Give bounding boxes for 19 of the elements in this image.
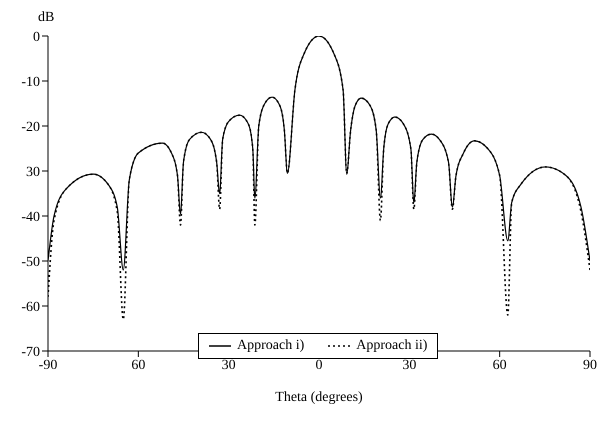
y-tick-label: -70 <box>21 344 40 360</box>
y-tick-label: 0 <box>33 30 40 45</box>
y-tick-label: -40 <box>21 210 40 225</box>
x-tick-label: -90 <box>38 358 58 373</box>
x-tick-label: 30 <box>402 358 416 373</box>
y-axis-title: dB <box>38 10 54 26</box>
x-tick-label: 90 <box>583 358 597 373</box>
y-tick-label: -10 <box>21 74 40 90</box>
y-tick-label: -50 <box>21 254 40 270</box>
y-tick-label: 30 <box>26 164 40 180</box>
x-tick-label: 60 <box>492 358 507 373</box>
x-tick-label: 0 <box>316 358 322 373</box>
x-tick-label: 30 <box>222 358 236 373</box>
legend-label: Approach i) <box>237 338 304 354</box>
y-tick-label: -20 <box>21 120 40 135</box>
x-tick-label: 60 <box>131 358 146 373</box>
legend-label: Approach ii) <box>356 338 428 354</box>
y-tick-label: -60 <box>21 300 40 315</box>
x-axis-title: Theta (degrees) <box>275 390 364 405</box>
